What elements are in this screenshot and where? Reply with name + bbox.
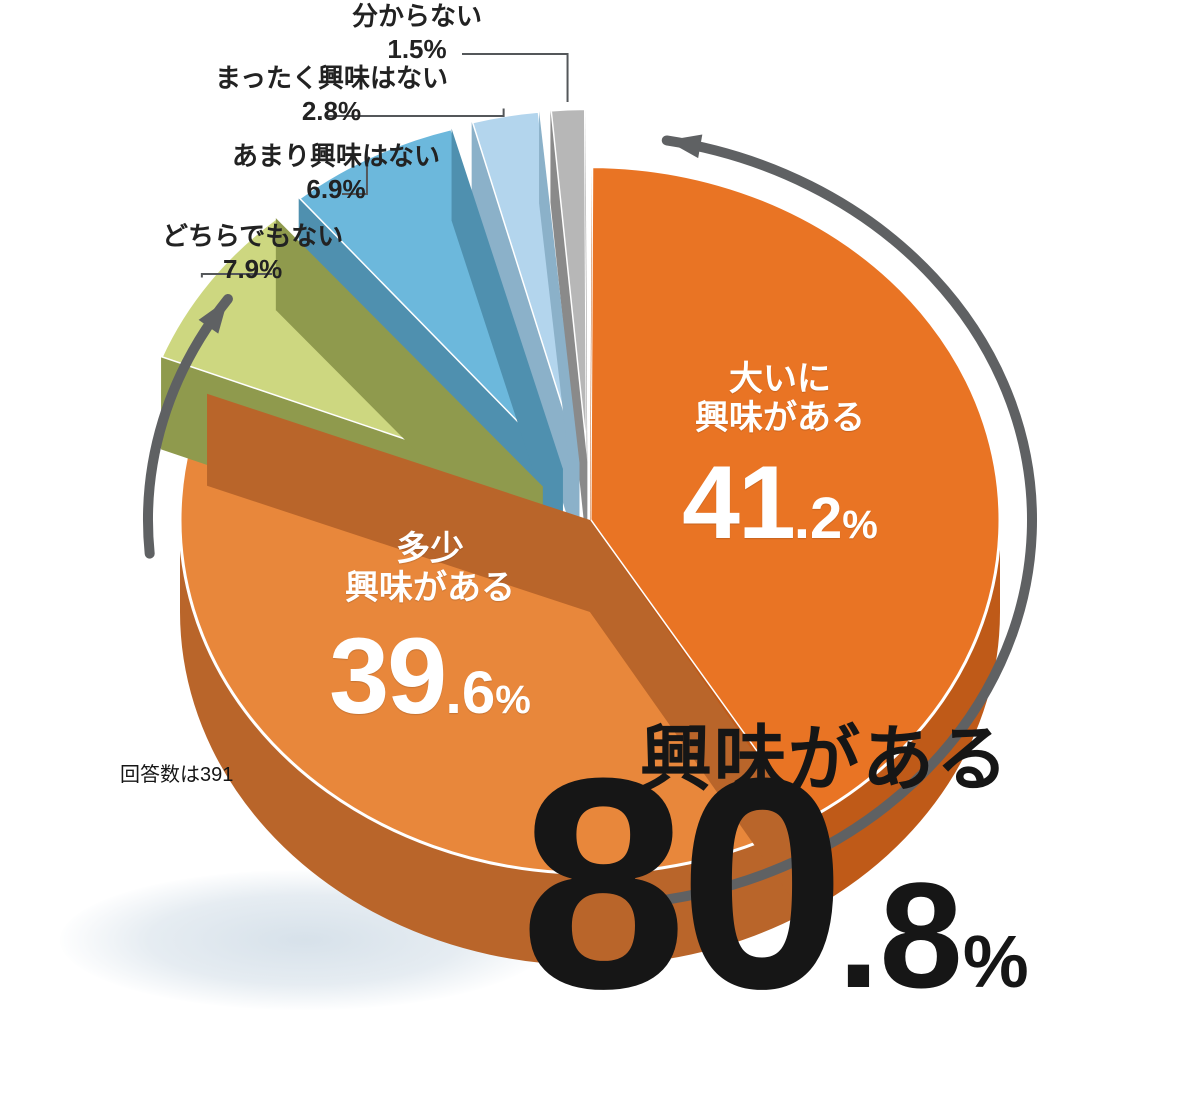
callout-not_at_all-pct: 2.8% xyxy=(215,95,448,128)
callout-not_at_all: まったく興味はない2.8% xyxy=(215,62,448,127)
inslice-very_interested-pct: % xyxy=(842,503,878,547)
callout-dont_know: 分からない1.5% xyxy=(352,0,482,65)
callout-not_very-pct: 6.9% xyxy=(232,173,440,206)
inslice-very_interested-line1: 大いに xyxy=(620,360,940,399)
callout-not_very: あまり興味はない6.9% xyxy=(232,140,440,205)
inslice-very_interested-line2: 興味がある xyxy=(620,399,940,438)
callout-neither-label: どちらでもない xyxy=(162,221,343,251)
inslice-some_interest-dec: .6 xyxy=(445,659,495,726)
callout-dont_know-label: 分からない xyxy=(352,1,482,31)
inslice-very_interested-int: 41 xyxy=(682,445,794,561)
callout-not_very-label: あまり興味はない xyxy=(232,141,440,171)
inslice-some_interest-int: 39 xyxy=(329,615,445,736)
respondent-count-footnote: 回答数は391 xyxy=(120,758,233,787)
summary-percentage: 80.8% xyxy=(520,760,1029,1022)
callout-neither: どちらでもない7.9% xyxy=(162,220,343,285)
callout-neither-pct: 7.9% xyxy=(162,253,343,286)
inslice-very_interested-dec: .2 xyxy=(794,486,842,551)
inslice-some_interest-line2: 興味がある xyxy=(270,569,590,608)
summary-pct-sign: % xyxy=(963,920,1029,1003)
summary-dec: .8 xyxy=(838,851,963,1019)
inslice-very_interested: 大いに興味がある 41.2% xyxy=(620,360,940,564)
callout-not_at_all-label: まったく興味はない xyxy=(215,63,448,93)
inslice-some_interest-line1: 多少 xyxy=(270,530,590,569)
callout-dont_know-pct: 1.5% xyxy=(352,33,482,66)
summary-int: 80 xyxy=(520,715,838,1051)
inslice-some_interest: 多少興味がある39.6% xyxy=(270,530,590,738)
